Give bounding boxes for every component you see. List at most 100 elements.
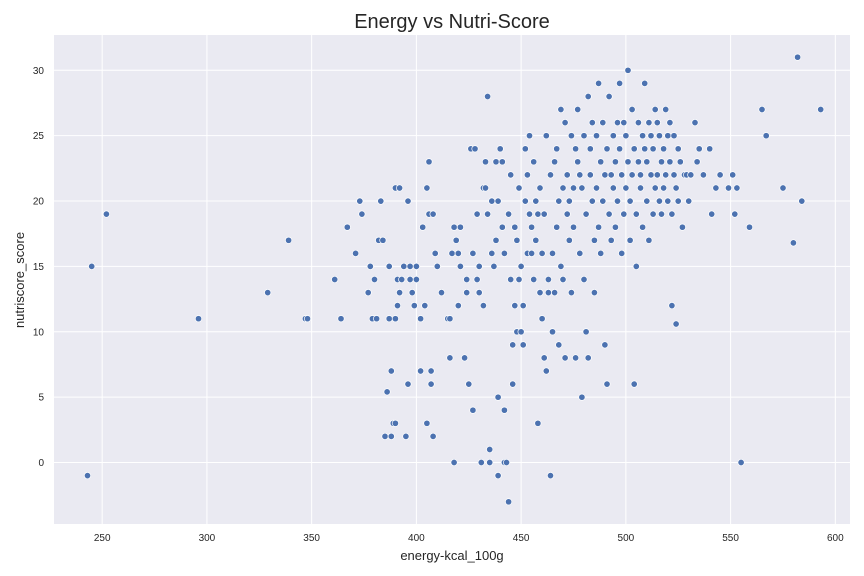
data-point [366,262,374,270]
data-point [603,380,611,388]
data-point [641,145,649,153]
data-point [595,223,603,231]
data-point [657,210,666,218]
data-point [465,380,473,388]
y-tick-label: 15 [33,262,45,273]
data-point [494,197,502,205]
y-tick-label: 20 [33,197,45,208]
data-point [331,275,339,284]
data-point [676,158,684,166]
data-point [641,79,649,87]
data-point [670,171,678,179]
data-point [622,184,630,192]
data-point [450,223,458,231]
data-point [576,171,584,179]
data-point [666,119,674,127]
data-point [597,249,605,257]
y-tick-label: 5 [38,393,44,404]
data-point [492,236,500,244]
data-point [590,236,598,244]
data-point [534,210,542,218]
data-point [402,432,410,440]
data-point [417,367,425,375]
data-point [731,210,739,218]
data-point [699,171,707,179]
data-point [479,302,487,310]
data-point [597,158,605,166]
data-point [356,197,364,205]
x-gridlines [101,35,836,524]
data-point [687,171,695,179]
data-point [427,380,435,388]
data-point [674,197,682,205]
data-point [492,158,500,166]
data-point [423,184,431,192]
data-point [599,119,607,127]
data-point [657,158,666,166]
data-point [674,145,682,153]
data-point [448,249,456,257]
data-point [553,223,561,231]
data-point [500,249,508,257]
data-point [542,132,550,140]
data-point [379,236,387,244]
data-point [454,249,462,257]
data-point [456,223,464,231]
data-point [758,105,766,114]
data-point [88,262,96,270]
data-point [603,145,611,153]
data-point [601,171,609,179]
data-point [450,458,458,467]
data-point [666,158,674,166]
data-point [559,184,567,192]
y-tick-label: 10 [33,327,45,338]
data-point [419,223,427,231]
data-point [624,66,632,74]
data-point [481,158,490,166]
data-point [528,223,536,231]
data-point [393,302,402,310]
data-point [538,249,546,257]
data-point [555,197,563,205]
data-point [373,315,381,323]
data-point [404,380,412,388]
data-point [530,275,538,284]
data-point [83,472,92,480]
data-point [576,249,584,257]
data-point [620,119,628,127]
data-point [630,145,638,153]
x-tick-labels: 250 300 350 400 450 500 550 600 [94,533,844,544]
data-point [494,472,502,480]
data-point [672,320,680,328]
data-point [613,197,622,205]
data-point [588,197,596,205]
data-point [647,171,655,179]
data-point [463,275,471,284]
data-point [588,119,596,127]
data-point [653,119,661,127]
data-point [423,419,431,427]
data-point [555,341,563,349]
data-point [626,197,634,205]
data-point [624,158,632,166]
data-point [398,275,406,284]
data-point [605,92,613,101]
data-point [513,236,521,244]
data-point [580,275,588,284]
data-point [528,249,536,257]
data-point [404,197,412,205]
data-point [628,105,636,114]
data-point [509,380,517,388]
data-point [494,393,502,401]
data-point [488,249,496,257]
data-point [691,119,699,127]
x-tick-label: 300 [199,533,216,544]
data-point [370,275,379,284]
data-point [383,388,391,396]
data-point [540,354,548,362]
data-point [618,249,626,257]
data-point [387,432,395,440]
data-point [779,184,787,192]
data-point [456,262,464,270]
data-point [578,184,586,192]
